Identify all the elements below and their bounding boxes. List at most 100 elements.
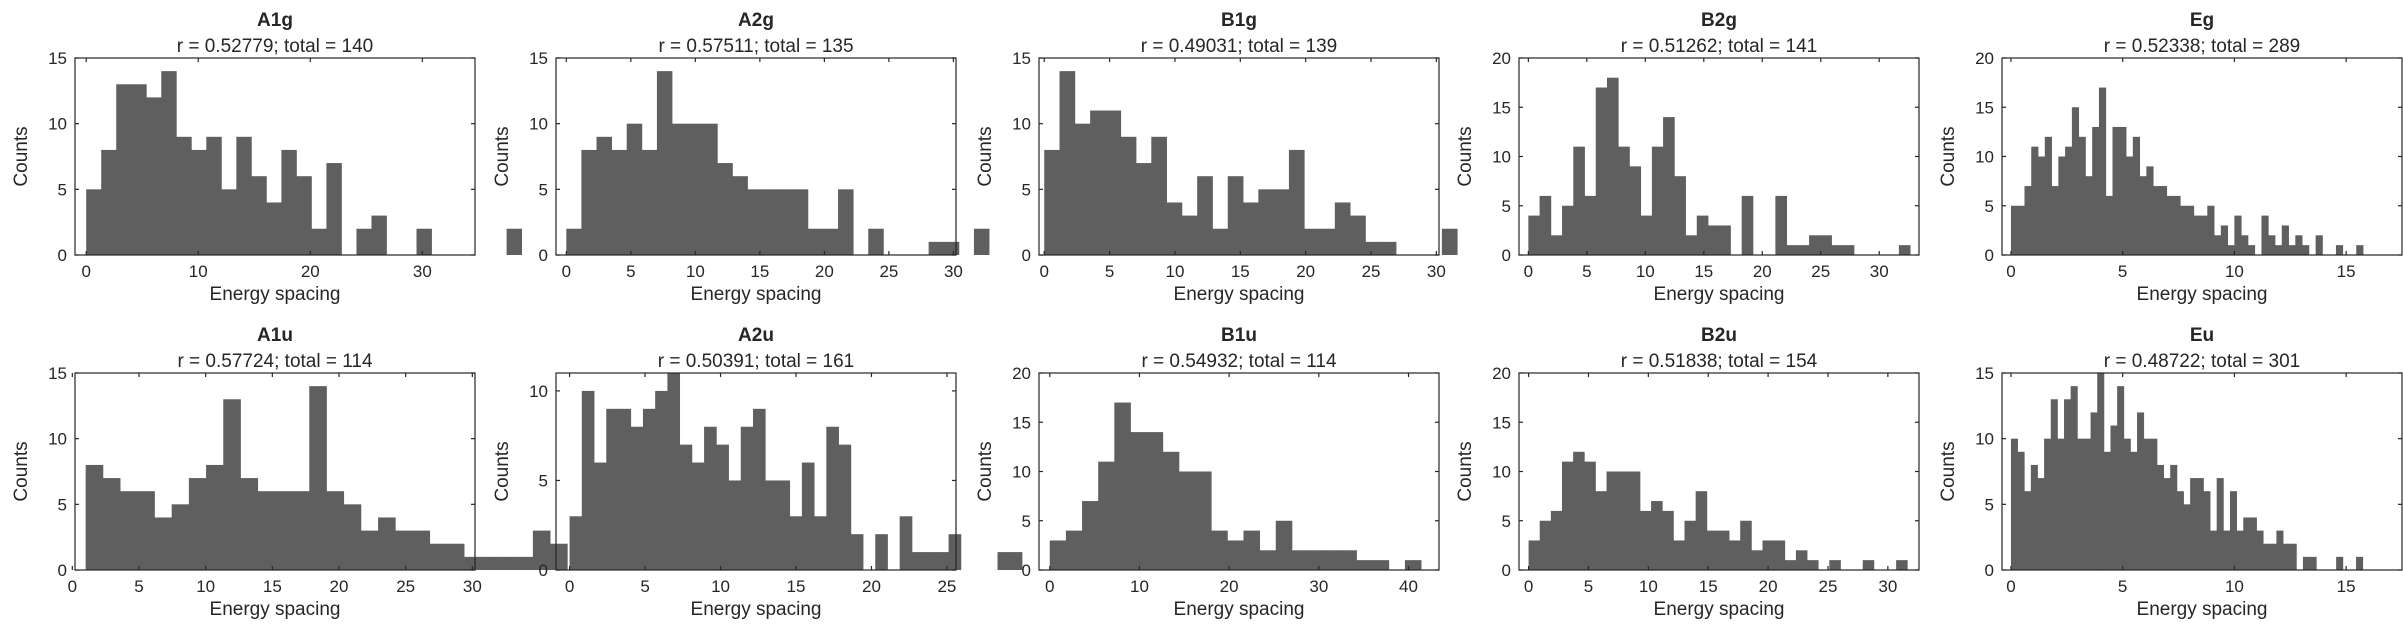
histogram-bar	[2110, 425, 2118, 570]
y-tick-label: 5	[1022, 512, 1031, 531]
histogram-bar	[281, 149, 297, 255]
x-axis-label: Energy spacing	[691, 599, 822, 620]
y-tick-label: 0	[539, 246, 548, 265]
y-tick-label: 0	[1502, 246, 1511, 265]
histogram-bar	[2112, 126, 2120, 255]
x-tick-label: 15	[263, 577, 282, 596]
histogram-bar	[2030, 464, 2038, 570]
histogram-bar	[1795, 550, 1808, 570]
chart-subtitle: r = 0.57511; total = 135	[658, 36, 853, 57]
y-tick-label: 20	[1492, 49, 1511, 68]
x-tick-label: 5	[640, 577, 649, 596]
histogram-bar	[2126, 156, 2134, 255]
histogram-bar	[1197, 176, 1213, 255]
histogram-bar	[1651, 146, 1664, 255]
histogram-bar	[1628, 471, 1641, 570]
histogram-bar	[2263, 543, 2271, 570]
y-tick-label: 5	[58, 180, 67, 199]
histogram-bar	[2302, 245, 2310, 255]
histogram-bar	[1673, 540, 1685, 570]
histogram-bar	[2275, 245, 2283, 255]
histogram-bar	[1629, 166, 1642, 255]
histogram-bar	[1195, 471, 1212, 570]
histogram-bar	[1044, 149, 1060, 255]
histogram-bar	[1528, 215, 1540, 255]
histogram-bar	[2261, 215, 2269, 255]
histogram-bar	[2236, 530, 2244, 570]
histogram-bar	[378, 517, 396, 570]
x-axis-label: Energy spacing	[1174, 599, 1305, 620]
histogram-bar	[1227, 540, 1244, 570]
y-axis-label: Counts	[1455, 126, 1476, 186]
histogram-bar	[1640, 215, 1653, 255]
y-tick-label: 5	[1985, 495, 1994, 514]
histogram-bar	[1573, 451, 1585, 570]
histogram-bar	[1595, 491, 1607, 570]
histogram-bar	[1334, 202, 1351, 255]
histogram-bar	[717, 163, 733, 255]
histogram-bar	[2010, 205, 2019, 255]
histogram-bar	[2216, 478, 2224, 570]
x-tick-label: 30	[1870, 262, 1889, 281]
histogram-bar	[1829, 560, 1841, 570]
histogram-bar	[1166, 202, 1183, 255]
histogram-bar	[2302, 556, 2310, 570]
histogram-bar	[642, 408, 656, 570]
histogram-bar	[1896, 560, 1908, 570]
histogram-B1u: 0 10 20 30 40 0 5 10 15 20 B1u r = 0.54932; total =…	[975, 325, 1583, 620]
x-tick-label: 20	[330, 577, 349, 596]
histogram-bar	[2050, 399, 2058, 570]
histogram-bar	[1380, 241, 1397, 255]
histogram-bar	[2085, 176, 2093, 255]
x-tick-label: 0	[562, 262, 571, 281]
y-tick-label: 5	[1985, 197, 1994, 216]
histogram-bar	[240, 478, 259, 570]
axes-frame	[2001, 372, 2403, 571]
histogram-bar	[171, 504, 190, 570]
y-tick-label: 15	[529, 49, 548, 68]
histogram-A2u: 0 5 10 15 20 25 0 5 10 A2u r = 0.50391; total = 16…	[492, 325, 1023, 620]
chart-title: A2u	[738, 325, 774, 346]
histogram-bar	[765, 480, 778, 570]
histogram-bar	[2092, 126, 2100, 255]
histogram-bar	[606, 408, 619, 570]
histogram-bar	[1082, 501, 1099, 570]
histogram-bar	[2132, 136, 2140, 255]
histogram-bar	[2139, 176, 2147, 255]
histogram-bar	[2170, 464, 2178, 570]
histogram-bar	[311, 228, 327, 255]
histogram-bar	[2256, 530, 2264, 570]
histogram-bar	[1308, 550, 1325, 570]
chart-title: B2g	[1701, 10, 1737, 31]
histogram-bar	[732, 176, 748, 255]
histogram-bar	[2037, 478, 2045, 570]
x-tick-label: 15	[2337, 262, 2356, 281]
y-tick-label: 10	[1975, 430, 1994, 449]
y-tick-label: 0	[1022, 561, 1031, 580]
histogram-bar	[2070, 386, 2078, 570]
histogram-bar	[691, 462, 705, 570]
histogram-bar	[1098, 461, 1115, 570]
x-tick-label: 10	[2225, 577, 2244, 596]
histogram-bar	[850, 534, 864, 570]
histogram-bar	[532, 530, 551, 570]
histogram-bar	[1350, 215, 1366, 255]
histogram-bar	[2130, 451, 2138, 570]
x-tick-label: 0	[1039, 262, 1048, 281]
histogram-bar	[2051, 186, 2059, 255]
x-tick-label: 25	[1819, 577, 1838, 596]
y-tick-label: 5	[539, 180, 548, 199]
histogram-bar	[928, 241, 945, 255]
x-tick-label: 30	[1427, 262, 1446, 281]
histogram-bar	[550, 543, 568, 570]
chart-subtitle: r = 0.51262; total = 141	[1621, 36, 1818, 57]
histogram-bar	[1584, 461, 1596, 570]
x-tick-label: 10	[1165, 262, 1184, 281]
histogram-bar	[1074, 123, 1091, 255]
histogram-bar	[2058, 156, 2066, 255]
histogram-bar	[356, 228, 372, 255]
x-tick-label: 10	[2225, 262, 2244, 281]
histogram-bar	[2223, 530, 2231, 570]
histogram-bar	[1243, 530, 1261, 570]
